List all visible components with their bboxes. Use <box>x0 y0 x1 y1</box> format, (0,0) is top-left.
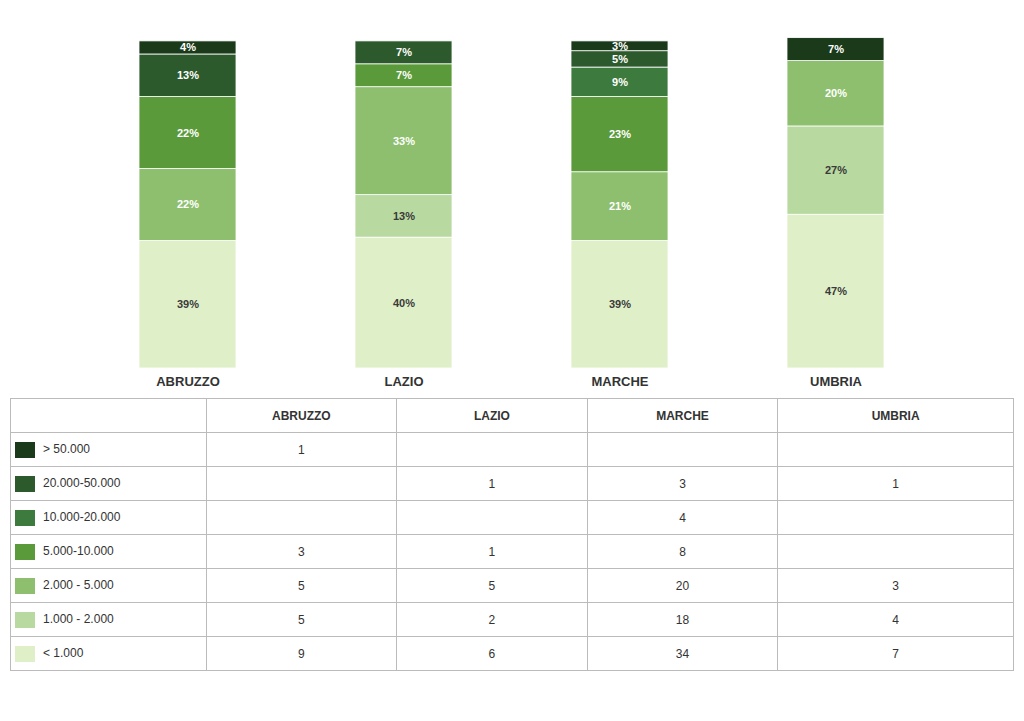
html-text:8: 8 <box>679 544 686 559</box>
svg-text:7%: 7% <box>396 69 412 81</box>
svg-text:3%: 3% <box>612 40 628 52</box>
html-text:1: 1 <box>892 476 899 491</box>
html-text:5.000-10.000: 5.000-10.000 <box>43 543 114 558</box>
html-text:1: 1 <box>488 476 496 491</box>
html-text:UMBRIA: UMBRIA <box>871 408 920 423</box>
html-text:10.000-20.000: 10.000-20.000 <box>43 509 121 524</box>
html-text:18: 18 <box>675 612 690 627</box>
html-text:LAZIO: LAZIO <box>473 408 510 423</box>
html-text:2: 2 <box>488 612 496 627</box>
html-text:< 1.000: < 1.000 <box>43 645 84 660</box>
html-text:4: 4 <box>679 510 686 525</box>
svg-text:33%: 33% <box>393 135 415 147</box>
svg-text:9%: 9% <box>612 76 628 88</box>
svg-text:22%: 22% <box>177 127 199 139</box>
html-text:> 50.000: > 50.000 <box>43 441 90 456</box>
svg-text:MARCHE: MARCHE <box>591 374 648 389</box>
html-text:5: 5 <box>298 578 305 593</box>
html-text:ABRUZZO: ABRUZZO <box>272 408 331 423</box>
svg-text:23%: 23% <box>609 128 631 140</box>
html-text:3: 3 <box>679 476 686 491</box>
html-text:5: 5 <box>298 612 305 627</box>
html-text:5: 5 <box>488 578 496 593</box>
html-text:1: 1 <box>298 442 305 457</box>
svg-text:5%: 5% <box>612 53 628 65</box>
html-text:9: 9 <box>298 646 305 661</box>
svg-text:4%: 4% <box>180 41 196 53</box>
svg-text:40%: 40% <box>393 297 415 309</box>
svg-text:22%: 22% <box>177 198 199 210</box>
svg-text:7%: 7% <box>396 46 412 58</box>
html-text:2.000 - 5.000: 2.000 - 5.000 <box>43 577 114 592</box>
svg-text:7%: 7% <box>828 43 844 55</box>
svg-text:21%: 21% <box>609 200 631 212</box>
svg-text:39%: 39% <box>609 298 631 310</box>
svg-text:20%: 20% <box>825 87 847 99</box>
svg-text:13%: 13% <box>393 210 415 222</box>
svg-text:27%: 27% <box>825 164 847 176</box>
html-text:34: 34 <box>675 646 690 661</box>
html-text:MARCHE: MARCHE <box>656 408 709 423</box>
svg-text:13%: 13% <box>177 69 199 81</box>
svg-text:47%: 47% <box>825 285 847 297</box>
html-text:1: 1 <box>488 544 496 559</box>
html-text:3: 3 <box>298 544 305 559</box>
svg-text:LAZIO: LAZIO <box>385 374 424 389</box>
html-text:20.000-50.000: 20.000-50.000 <box>43 475 121 490</box>
html-text:4: 4 <box>892 612 899 627</box>
html-text:20: 20 <box>675 578 690 593</box>
html-text:6: 6 <box>488 646 496 661</box>
svg-text:UMBRIA: UMBRIA <box>810 374 863 389</box>
svg-text:39%: 39% <box>177 298 199 310</box>
html-text:7: 7 <box>892 646 899 661</box>
svg-text:ABRUZZO: ABRUZZO <box>156 374 220 389</box>
html-text:3: 3 <box>892 578 899 593</box>
html-text:1.000 - 2.000: 1.000 - 2.000 <box>43 611 114 626</box>
